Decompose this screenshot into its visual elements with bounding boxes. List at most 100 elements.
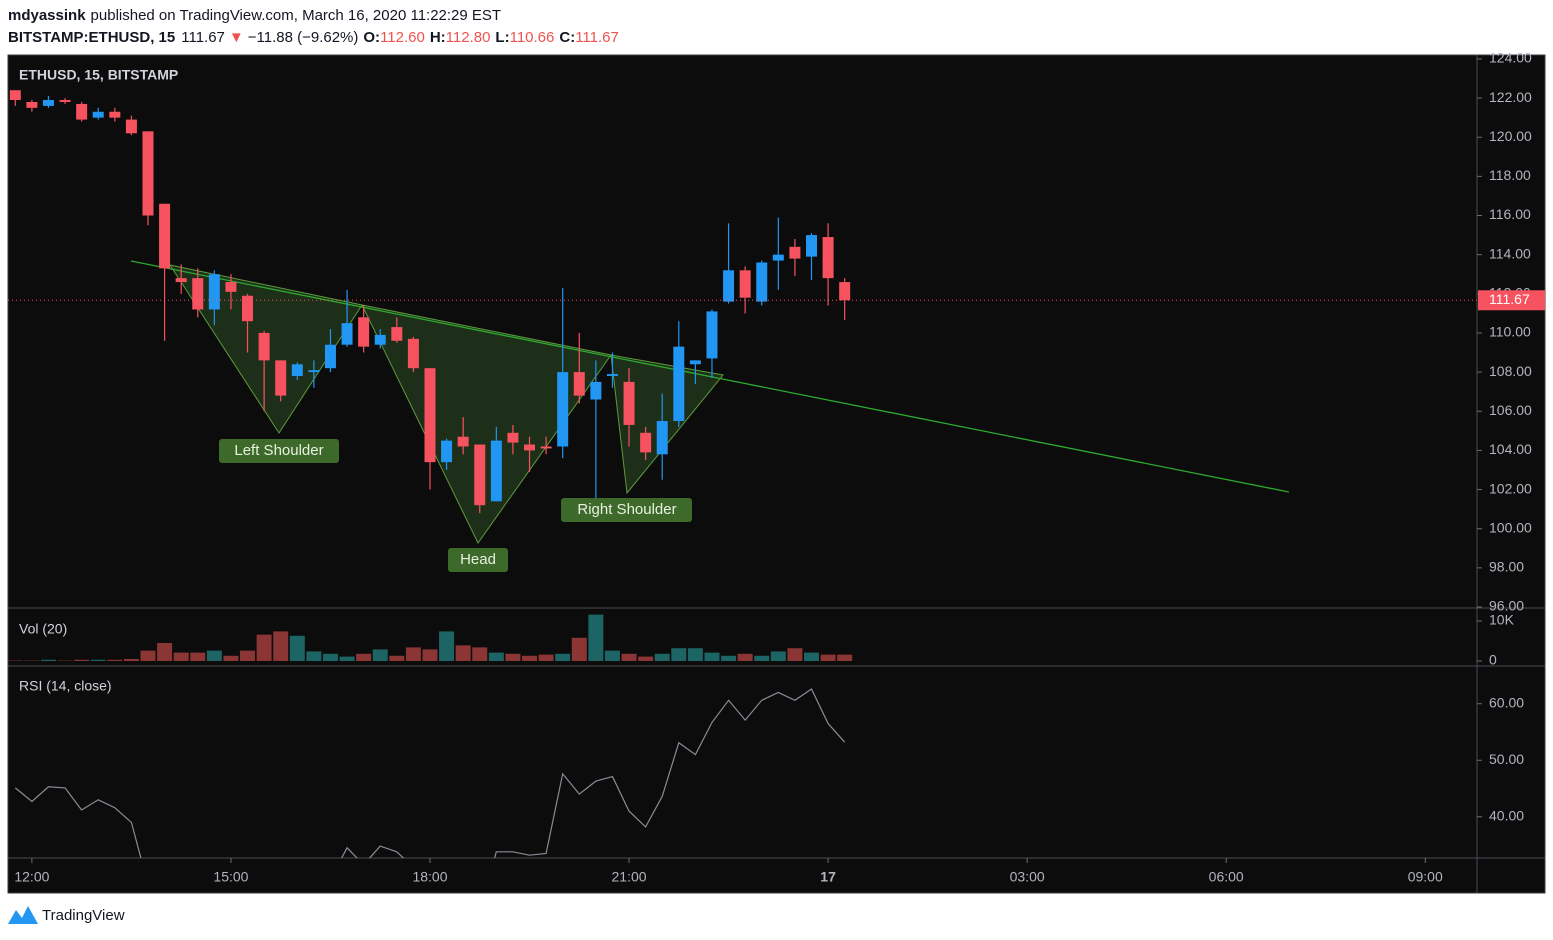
volume-bar [455, 645, 471, 661]
volume-bar [721, 655, 737, 661]
volume-bar [422, 649, 438, 661]
candle-body [175, 278, 187, 283]
chart-frame [7, 54, 1546, 894]
candle-body [673, 346, 685, 422]
candle-body [92, 111, 104, 118]
pane-title: Vol (20) [19, 621, 67, 637]
candle-body [109, 111, 121, 118]
candle-body [474, 444, 486, 506]
candle-body [441, 440, 453, 463]
published: published on TradingView.com, March 16, … [91, 7, 502, 24]
volume-bar [157, 643, 173, 661]
volume-bar [604, 650, 620, 661]
volume-bar [837, 654, 853, 661]
x-tick-label: 03:00 [1010, 869, 1045, 885]
candle-body [806, 235, 818, 257]
volume-bar [538, 654, 554, 661]
candle-body [407, 338, 419, 369]
volume-bar [654, 653, 670, 661]
symbol: BITSTAMP:ETHUSD, 15 [8, 29, 175, 46]
y-tick-label: 100.00 [1489, 519, 1532, 535]
candle-body [723, 270, 735, 302]
candle-body [9, 90, 21, 101]
volume-bar [289, 635, 305, 661]
volume-bar [571, 637, 587, 661]
candle-body [275, 360, 287, 396]
x-tick-label: 15:00 [213, 869, 248, 885]
volume-bar [704, 652, 720, 661]
logo-icon [8, 906, 38, 924]
candle-body [689, 360, 701, 365]
volume-bar [322, 653, 338, 661]
ohlc-label: L: [495, 29, 509, 46]
volume-bar [173, 652, 189, 661]
x-tick-label: 21:00 [612, 869, 647, 885]
candle-body [391, 327, 403, 341]
volume-bar [472, 647, 488, 661]
candle-body [341, 323, 353, 345]
volume-bar [588, 614, 604, 661]
last: 111.67 [181, 29, 225, 46]
ohlc-value: 111.67 [575, 29, 619, 46]
candle-body [839, 282, 851, 301]
y-tick-label: 10K [1489, 612, 1515, 628]
x-tick-label: 09:00 [1408, 869, 1443, 885]
volume-bar [356, 653, 372, 661]
x-tick-label: 06:00 [1209, 869, 1244, 885]
candle-body [125, 119, 137, 134]
volume-bar [505, 653, 521, 661]
volume-bar [787, 648, 803, 661]
y-tick-label: 110.00 [1489, 324, 1531, 340]
volume-bar [256, 634, 272, 661]
y-tick-label: 60.00 [1489, 694, 1524, 710]
volume-bar [555, 653, 571, 661]
candle-body [358, 317, 370, 347]
volume-bar [74, 659, 90, 661]
candle-body [540, 446, 552, 449]
candle-body [640, 432, 652, 453]
annotation-box [448, 548, 508, 572]
x-tick-label: 12:00 [14, 869, 49, 885]
candle-body [258, 332, 270, 361]
candle-body [623, 381, 635, 425]
volume-bar [737, 653, 753, 661]
volume-bar [339, 656, 355, 661]
volume-bar [671, 648, 687, 661]
volume-bar [389, 655, 405, 661]
candle-body [590, 381, 602, 400]
volume-bar [273, 631, 289, 661]
volume-bar [621, 653, 637, 661]
volume-bar [240, 650, 256, 661]
pane-title: ETHUSD, 15, BITSTAMP [19, 67, 178, 83]
pane-title: RSI (14, close) [19, 678, 112, 694]
volume-bar [190, 652, 206, 661]
y-tick-label: 50.00 [1489, 751, 1524, 767]
author: mdyassink [8, 7, 86, 24]
annotation: Right Shoulder [577, 501, 676, 518]
logo: TradingView [8, 906, 125, 924]
ohlc-value: 112.60 [380, 29, 425, 46]
candle-body [822, 237, 834, 279]
ohlc-value: 112.80 [446, 29, 491, 46]
y-tick-label: 96.00 [1489, 598, 1524, 614]
candle-body [507, 432, 519, 443]
candle-body [59, 100, 71, 102]
volume-bar [687, 648, 703, 661]
y-tick-label: 108.00 [1489, 363, 1532, 379]
brand: TradingView [42, 907, 125, 924]
rsi-plot [14, 688, 846, 858]
volume-bar [770, 651, 786, 661]
ohlc-value: 110.66 [510, 29, 555, 46]
volume-bar [638, 656, 654, 661]
price-plot [8, 90, 1477, 514]
candle-body [490, 440, 502, 502]
axes: 96.00 98.00 100.00 102.00 104.00 106.00 108.00… [14, 50, 1545, 885]
header-line-1: mdyassink published on TradingView.com, M… [8, 7, 501, 24]
volume-bar [522, 655, 538, 661]
volume-bar [804, 652, 820, 661]
candle-body [424, 368, 436, 463]
ohlc-label: C: [559, 29, 575, 46]
volume-bar [372, 649, 388, 661]
volume-bar [754, 655, 770, 661]
y-tick-label: 0 [1489, 652, 1497, 668]
